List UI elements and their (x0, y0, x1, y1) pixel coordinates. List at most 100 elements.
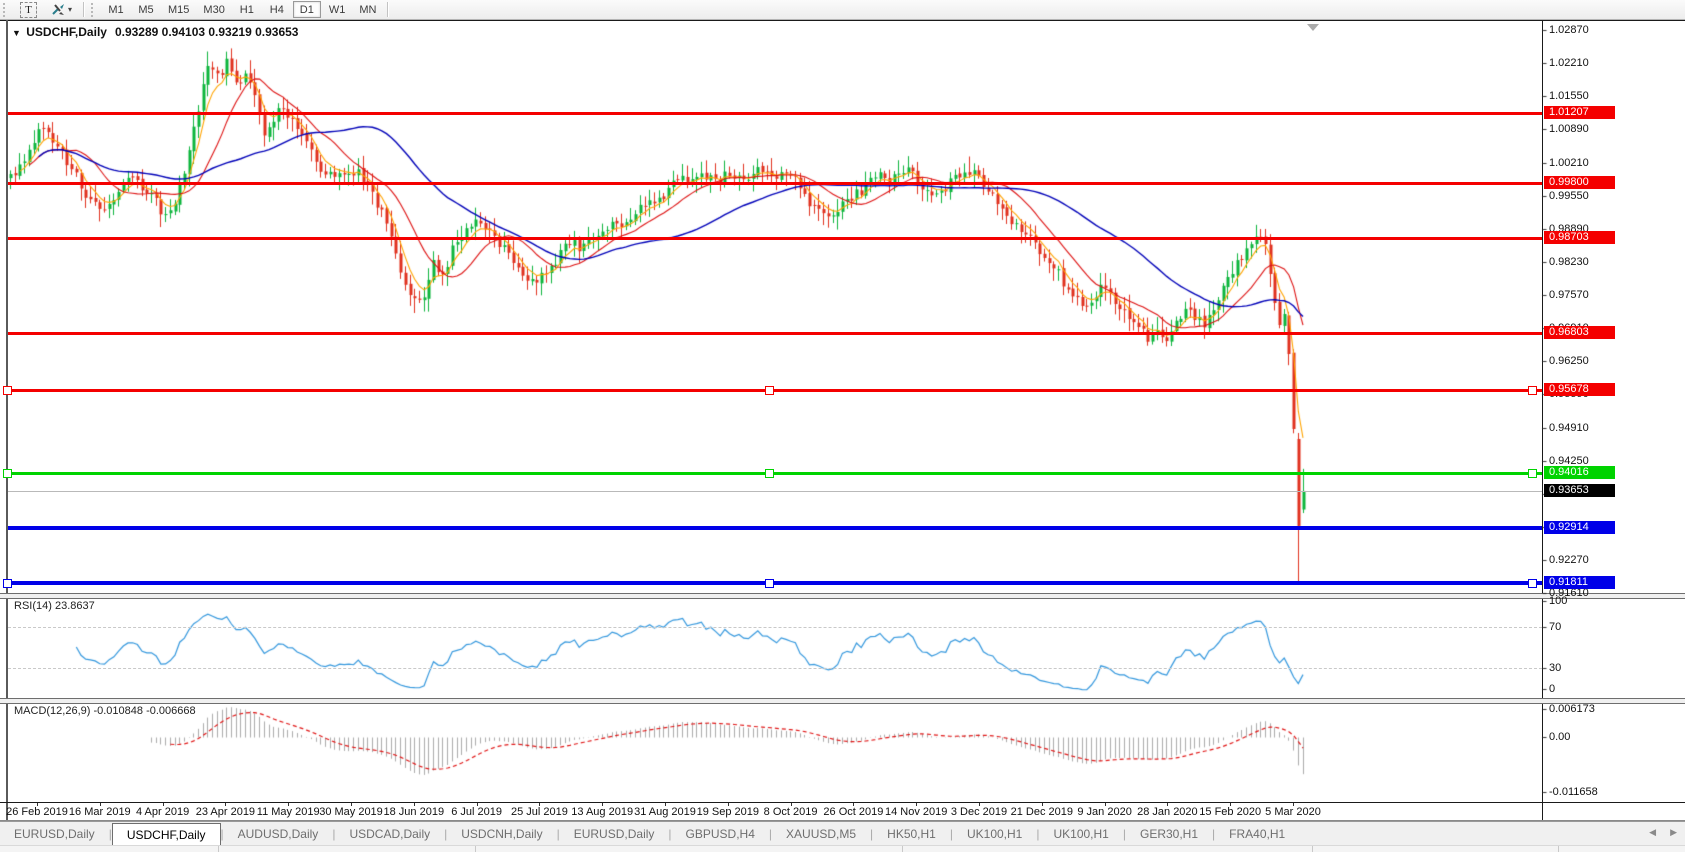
rsi-axis-tick-label: 30 (1549, 662, 1562, 674)
hline-price-label: 0.96803 (1544, 326, 1615, 339)
hline-0.95678[interactable] (8, 389, 1542, 392)
macd-axis-tick-label: -0.011658 (1549, 786, 1598, 798)
chart-title: ▼ USDCHF,Daily 0.93289 0.94103 0.93219 0… (12, 25, 298, 39)
date-axis-tick (351, 803, 352, 806)
hline-1.01207[interactable] (8, 112, 1542, 115)
tab-scroll-right-arrow[interactable]: ▶ (1670, 827, 1677, 837)
status-bar-separator (1312, 846, 1313, 852)
chart-tab-eurusd-daily[interactable]: EURUSD,Daily (573, 827, 655, 841)
date-axis-label: 6 Jul 2019 (451, 806, 502, 818)
hline-drag-handle[interactable] (765, 579, 774, 588)
date-axis-label: 14 Nov 2019 (884, 806, 948, 818)
chart-tab-audusd-daily[interactable]: AUDUSD,Daily (237, 827, 319, 841)
date-axis-tick (665, 803, 666, 806)
hline-price-label: 0.99800 (1544, 176, 1615, 189)
price-axis-tick-label: 1.02870 (1549, 24, 1589, 36)
date-axis-tick (602, 803, 603, 806)
date-axis-tick (414, 803, 415, 806)
date-axis-tick (791, 803, 792, 806)
date-axis-label: 9 Jan 2020 (1077, 806, 1132, 818)
status-bar-separator (218, 846, 219, 852)
chart-tab-hk50-h1[interactable]: HK50,H1 (887, 827, 936, 841)
price-axis-tick-label: 0.92270 (1549, 554, 1589, 566)
tab-separator: | (556, 827, 560, 841)
hline-price-label: 0.98703 (1544, 231, 1615, 244)
chart-ohlc-values: 0.93289 0.94103 0.93219 0.93653 (114, 25, 299, 39)
hline-drag-handle[interactable] (3, 469, 12, 478)
chart-tab-eurusd-daily[interactable]: EURUSD,Daily (14, 827, 95, 841)
hline-drag-handle[interactable] (3, 386, 12, 395)
rsi-indicator-label: RSI(14) 23.8637 (14, 600, 95, 612)
hline-0.98703[interactable] (8, 237, 1542, 240)
chart-symbol-label: USDCHF,Daily (26, 25, 107, 39)
hline-drag-handle[interactable] (3, 579, 12, 588)
current-price-line (8, 491, 1542, 492)
date-axis-label: 28 Jan 2020 (1137, 806, 1198, 818)
hline-drag-handle[interactable] (765, 386, 774, 395)
rsi-axis-tick-label: 70 (1549, 621, 1562, 633)
chart-collapse-toggle[interactable]: ▼ (12, 28, 21, 38)
price-axis-tick-label: 0.91610 (1549, 587, 1589, 599)
price-axis-tick-label: 0.99550 (1549, 190, 1589, 202)
price-axis-tick-label: 0.97570 (1549, 289, 1589, 301)
hline-drag-handle[interactable] (765, 469, 774, 478)
date-axis-tick (37, 803, 38, 806)
tab-separator: | (949, 827, 953, 841)
price-axis-tick-label: 1.00210 (1549, 157, 1589, 169)
hline-0.94016[interactable] (8, 472, 1542, 475)
tab-separator: | (1036, 827, 1040, 841)
tab-separator: | (332, 827, 336, 841)
rsi-level-line (8, 668, 1542, 669)
chart-tab-ger30-h1[interactable]: GER30,H1 (1139, 827, 1199, 841)
price-axis-tick-label: 0.96250 (1549, 355, 1589, 367)
hline-price-label: 0.95678 (1544, 383, 1615, 396)
chart-tab-usdchf-daily[interactable]: USDCHF,Daily (111, 823, 221, 846)
hline-price-label: 0.92914 (1544, 521, 1615, 534)
hline-0.92914[interactable] (8, 526, 1542, 530)
chart-tab-fra40-h1[interactable]: FRA40,H1 (1229, 827, 1286, 841)
date-axis-tick (853, 803, 854, 806)
chart-tab-uk100-h1[interactable]: UK100,H1 (966, 827, 1023, 841)
status-bar-separator (902, 846, 903, 852)
chart-shift-marker[interactable] (1307, 24, 1319, 31)
macd-axis-tick-label: 0.00 (1549, 731, 1571, 743)
tab-separator: | (1212, 827, 1216, 841)
hline-drag-handle[interactable] (1528, 386, 1537, 395)
hline-price-label: 0.91811 (1544, 576, 1615, 589)
date-axis-tick (1042, 803, 1043, 806)
date-axis-label: 3 Dec 2019 (950, 806, 1008, 818)
price-axis-tick-label: 0.98230 (1549, 256, 1589, 268)
date-axis-label: 5 Mar 2020 (1265, 806, 1321, 818)
date-axis-tick (1230, 803, 1231, 806)
tab-separator: | (870, 827, 874, 841)
date-axis-label: 4 Apr 2019 (135, 806, 190, 818)
date-axis-label: 8 Oct 2019 (763, 806, 818, 818)
hline-0.99800[interactable] (8, 182, 1542, 185)
hline-drag-handle[interactable] (1528, 579, 1537, 588)
date-axis-label: 11 May 2019 (256, 806, 320, 818)
date-axis-label: 26 Feb 2019 (6, 806, 68, 818)
date-axis-tick (477, 803, 478, 806)
hline-0.96803[interactable] (8, 332, 1542, 335)
tab-scroll-left-arrow[interactable]: ◀ (1649, 827, 1657, 837)
date-axis-tick (728, 803, 729, 806)
hline-price-label: 1.01207 (1544, 106, 1615, 119)
tab-separator: | (668, 827, 672, 841)
date-axis-tick (100, 803, 101, 806)
hline-0.91811[interactable] (8, 581, 1542, 585)
chart-tab-uk100-h1[interactable]: UK100,H1 (1053, 827, 1109, 841)
date-axis-label: 31 Aug 2019 (634, 806, 696, 818)
date-axis-label: 19 Sep 2019 (696, 806, 759, 818)
chart-tab-usdcnh-daily[interactable]: USDCNH,Daily (461, 827, 543, 841)
hline-drag-handle[interactable] (1528, 469, 1537, 478)
rsi-axis-tick-label: 0 (1549, 683, 1556, 695)
chart-tab-usdcad-daily[interactable]: USDCAD,Daily (349, 827, 431, 841)
tab-scroll-arrows: ◀ ▶ (1649, 827, 1677, 838)
date-axis-label: 26 Oct 2019 (823, 806, 884, 818)
chart-tab-gbpusd-h4[interactable]: GBPUSD,H4 (685, 827, 755, 841)
hline-price-label: 0.94016 (1544, 466, 1615, 479)
macd-axis-tick-label: 0.006173 (1549, 703, 1595, 715)
chart-tab-xauusd-m5[interactable]: XAUUSD,M5 (786, 827, 857, 841)
